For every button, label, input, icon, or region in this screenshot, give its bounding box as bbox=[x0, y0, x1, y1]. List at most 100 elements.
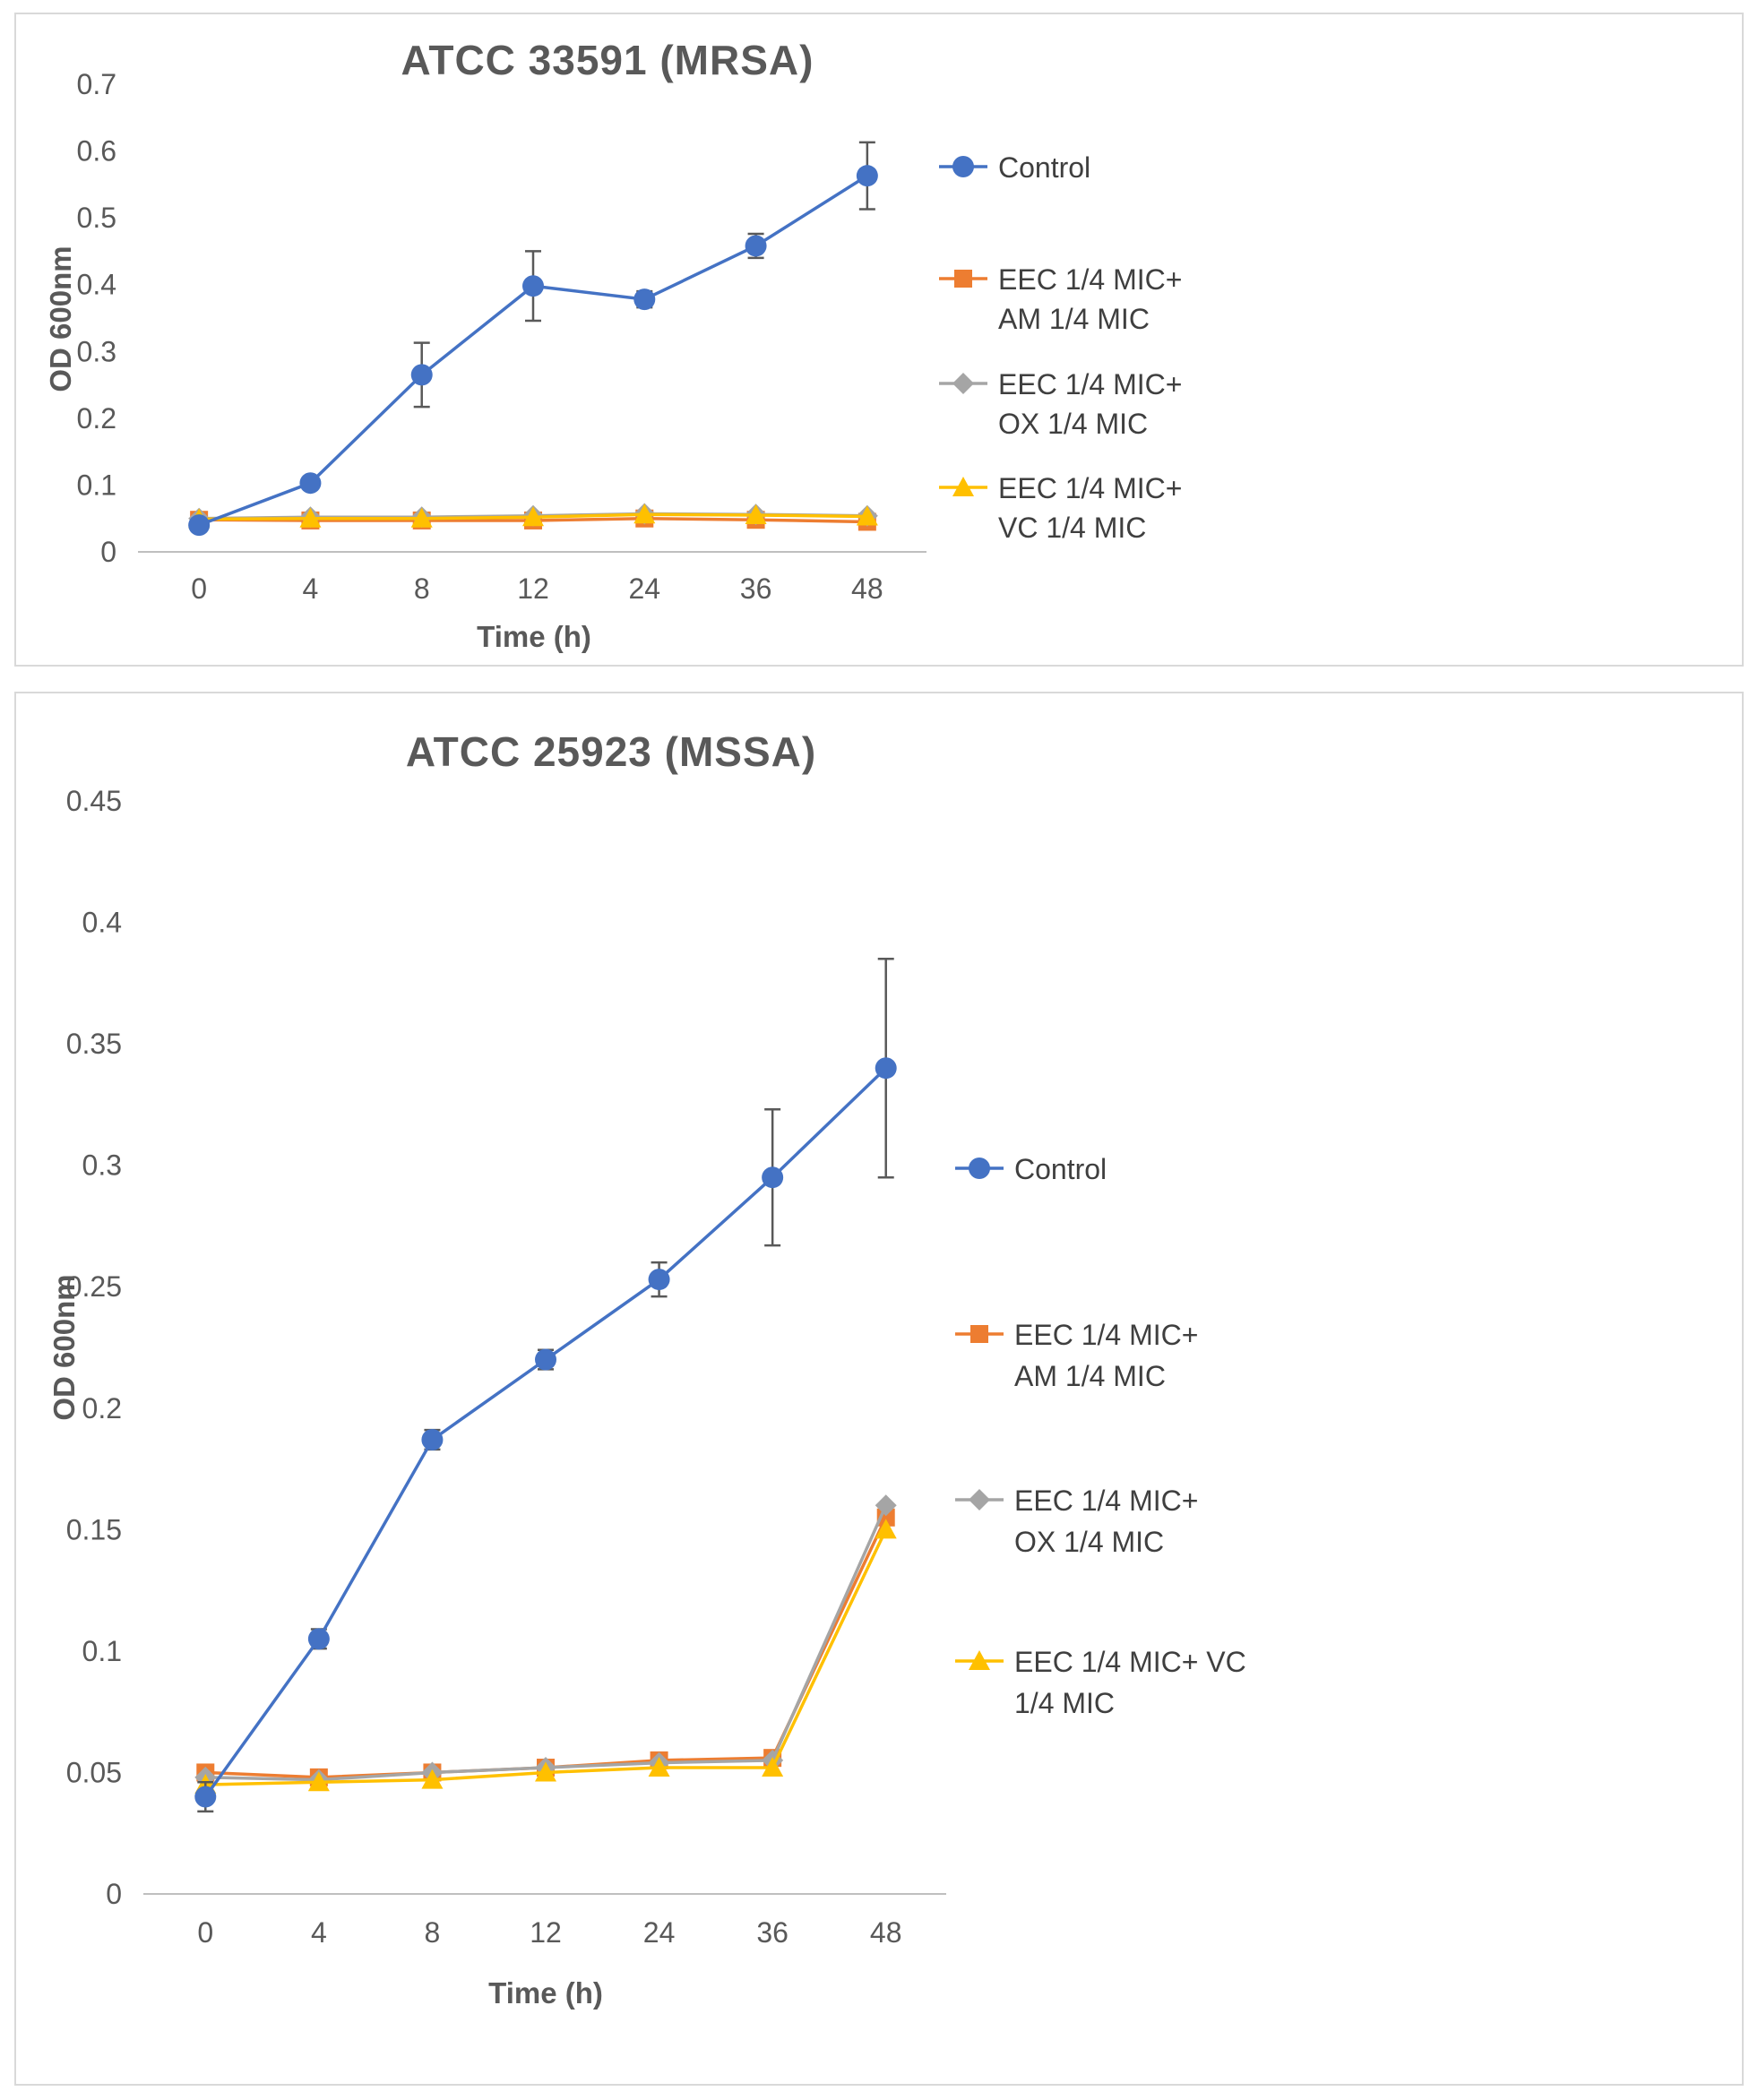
legend-label: AM 1/4 MIC bbox=[998, 303, 1150, 335]
data-point-marker bbox=[410, 507, 433, 528]
data-point-marker bbox=[307, 1628, 330, 1650]
legend-marker bbox=[969, 1650, 990, 1670]
x-tick-label: 24 bbox=[628, 572, 660, 605]
data-point-marker bbox=[535, 1348, 556, 1371]
chart-title-mssa: ATCC 25923 (MSSA) bbox=[405, 728, 817, 775]
y-tick-label: 0.05 bbox=[66, 1756, 122, 1788]
y-tick-label: 0.2 bbox=[82, 1392, 122, 1424]
x-tick-label: 8 bbox=[425, 1916, 441, 1949]
legend-item: EEC 1/4 MIC+ AM 1/4 MIC bbox=[939, 263, 1182, 335]
y-tick-label: 0.45 bbox=[66, 785, 122, 817]
legend-item: Control bbox=[955, 1153, 1107, 1185]
x-axis-title-mrsa: Time (h) bbox=[477, 620, 591, 653]
legend-label: Control bbox=[1014, 1153, 1107, 1185]
x-tick-label: 0 bbox=[197, 1916, 213, 1949]
y-tick-label: 0.4 bbox=[77, 269, 116, 301]
series-line bbox=[198, 174, 868, 527]
legend-marker bbox=[969, 1158, 990, 1179]
legend-label: EEC 1/4 MIC+ VC bbox=[1014, 1646, 1246, 1678]
x-tick-label: 4 bbox=[303, 572, 319, 605]
mrsa-plot-area: 00.10.20.30.40.50.60.70 4 8 12 24 36 48Control… bbox=[77, 68, 1183, 605]
chart-title-mrsa: ATCC 33591 (MRSA) bbox=[401, 37, 814, 83]
legend-label: OX 1/4 MIC bbox=[1014, 1526, 1164, 1558]
data-point-marker bbox=[875, 1057, 897, 1080]
x-tick-label: 12 bbox=[517, 572, 549, 605]
legend-label: EEC 1/4 MIC+ bbox=[998, 263, 1182, 296]
legend-label: EEC 1/4 MIC+ bbox=[1014, 1319, 1198, 1351]
data-point-marker bbox=[410, 364, 433, 386]
legend-item: EEC 1/4 MIC+ OX 1/4 MIC bbox=[955, 1485, 1198, 1558]
legend-label: OX 1/4 MIC bbox=[998, 408, 1148, 440]
data-point-marker bbox=[522, 275, 544, 297]
data-point-marker bbox=[522, 506, 544, 527]
y-tick-label: 0.3 bbox=[82, 1149, 122, 1182]
x-tick-label: 0 bbox=[191, 572, 207, 605]
y-tick-label: 0.15 bbox=[66, 1513, 122, 1545]
legend-item: EEC 1/4 MIC+ VC 1/4 MIC bbox=[955, 1646, 1246, 1719]
data-point-marker bbox=[762, 1757, 784, 1777]
data-point-marker bbox=[633, 503, 656, 524]
legend-label: EEC 1/4 MIC+ bbox=[1014, 1485, 1198, 1517]
x-tick-label: 12 bbox=[530, 1916, 562, 1949]
legend-item: Control bbox=[939, 151, 1090, 184]
data-point-marker bbox=[194, 1786, 217, 1808]
data-point-marker bbox=[633, 288, 656, 311]
data-point-marker bbox=[535, 1761, 556, 1782]
series-circle bbox=[188, 141, 878, 537]
series-circle bbox=[194, 957, 897, 1813]
series-triangle bbox=[188, 503, 878, 529]
legend-marker bbox=[970, 1325, 988, 1343]
y-axis-title-mrsa: OD 600nm bbox=[44, 245, 77, 392]
legend-label: VC 1/4 MIC bbox=[998, 512, 1146, 544]
legend-marker bbox=[954, 270, 972, 288]
data-point-marker bbox=[307, 1771, 330, 1792]
y-tick-label: 0.7 bbox=[77, 68, 116, 100]
data-point-marker bbox=[875, 1519, 897, 1539]
data-point-marker bbox=[856, 165, 878, 187]
data-point-marker bbox=[648, 1269, 670, 1291]
x-tick-label: 36 bbox=[740, 572, 772, 605]
legend-marker bbox=[952, 373, 974, 394]
data-point-marker bbox=[299, 472, 322, 495]
data-point-marker bbox=[875, 1494, 897, 1517]
data-point-marker bbox=[299, 507, 322, 528]
x-tick-label: 4 bbox=[311, 1916, 327, 1949]
series-line bbox=[203, 1066, 887, 1798]
legend-item: EEC 1/4 MIC+ OX 1/4 MIC bbox=[939, 368, 1182, 440]
series-diamond bbox=[194, 1494, 897, 1791]
data-point-marker bbox=[762, 1166, 784, 1189]
y-tick-label: 0.3 bbox=[77, 335, 116, 367]
data-point-marker bbox=[648, 1757, 670, 1777]
chart-panel-mssa: 0 0.05 0.1 0.15 0.2 0.25 0.3 0.35 0.4 0.45 0 4 8 12 24… bbox=[14, 692, 1744, 2086]
legend-item: EEC 1/4 MIC+ VC 1/4 MIC bbox=[939, 472, 1182, 544]
y-tick-label: 0.35 bbox=[66, 1028, 122, 1060]
data-point-marker bbox=[745, 503, 767, 524]
x-tick-label: 8 bbox=[414, 572, 430, 605]
y-tick-label: 0.1 bbox=[82, 1635, 122, 1667]
legend-label: Control bbox=[998, 151, 1090, 184]
legend-marker bbox=[969, 1489, 990, 1510]
mssa-plot-area: 00.050.10.150.20.250.30.350.40.450 4 8 12 24… bbox=[66, 785, 1246, 1949]
y-tick-label: 0.5 bbox=[77, 202, 116, 234]
x-tick-label: 48 bbox=[870, 1916, 902, 1949]
legend-label: EEC 1/4 MIC+ bbox=[998, 368, 1182, 400]
y-tick-label: 0.2 bbox=[77, 402, 116, 435]
series-square bbox=[196, 1508, 895, 1786]
data-point-marker bbox=[856, 505, 878, 526]
legend-label: 1/4 MIC bbox=[1014, 1687, 1115, 1719]
legend-label: EEC 1/4 MIC+ bbox=[998, 472, 1182, 504]
legend-marker bbox=[952, 477, 974, 496]
data-point-marker bbox=[188, 514, 211, 537]
legend-marker bbox=[952, 156, 974, 177]
y-tick-label: 0.6 bbox=[77, 135, 116, 168]
y-tick-label: 0 bbox=[100, 536, 116, 568]
legend-label: AM 1/4 MIC bbox=[1014, 1360, 1166, 1392]
data-point-marker bbox=[421, 1769, 444, 1789]
data-point-marker bbox=[745, 235, 767, 257]
y-tick-label: 0.1 bbox=[77, 469, 116, 501]
y-axis-title-mssa: OD 600nm bbox=[47, 1274, 81, 1421]
y-tick-label: 0 bbox=[106, 1878, 122, 1910]
x-tick-label: 24 bbox=[643, 1916, 676, 1949]
data-point-marker bbox=[421, 1429, 444, 1451]
y-tick-label: 0.4 bbox=[82, 907, 122, 939]
